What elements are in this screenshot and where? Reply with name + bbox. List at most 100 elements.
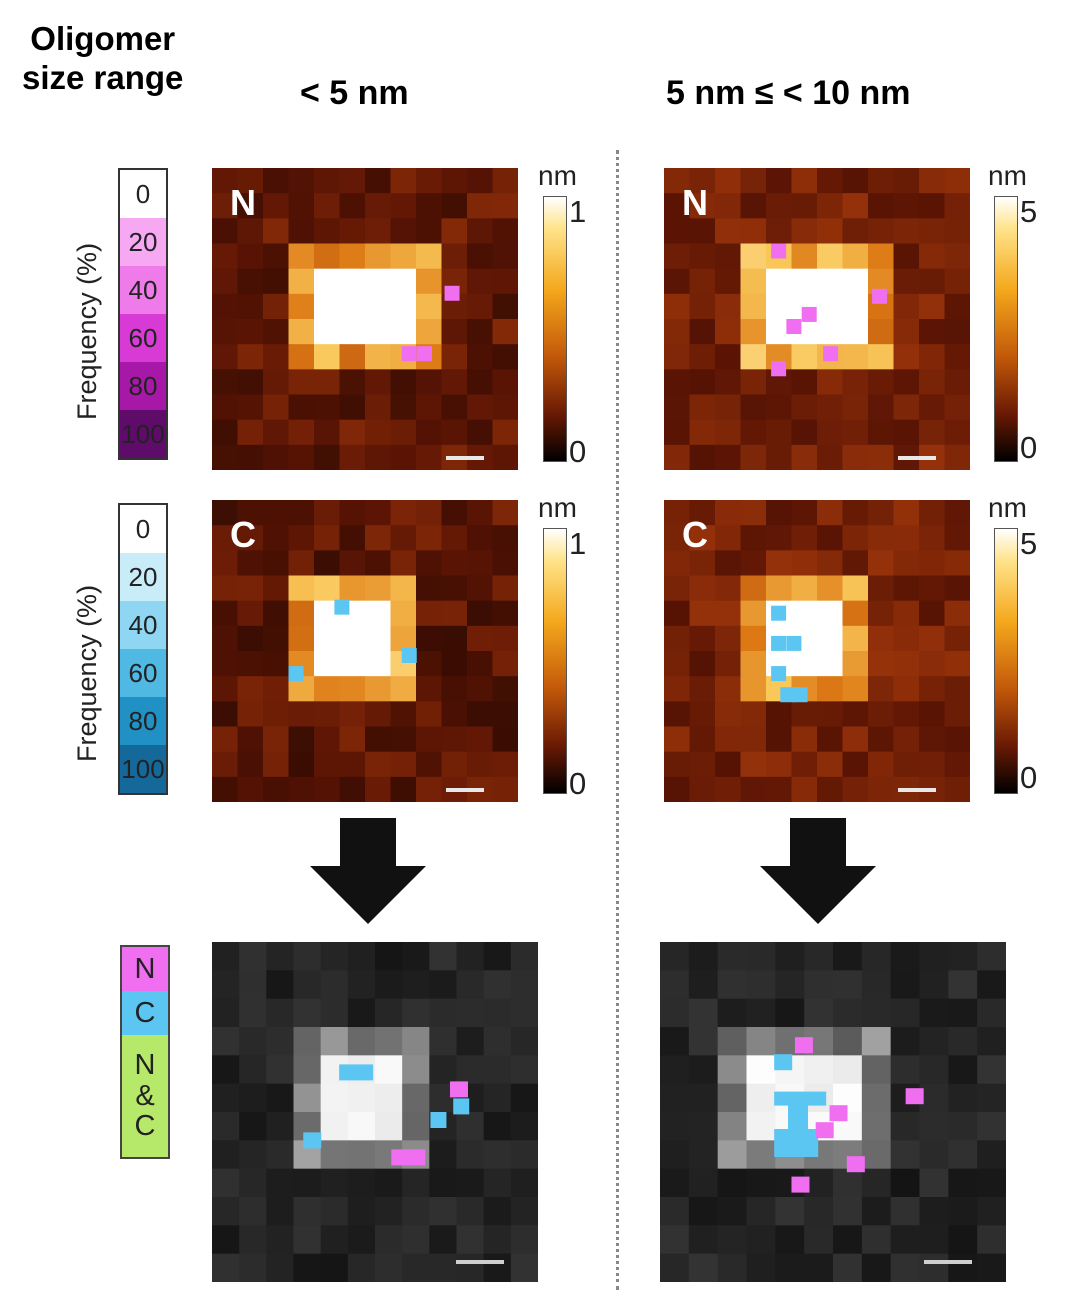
overlay-pixel [320, 942, 349, 971]
heatmap-pixel [263, 268, 289, 295]
heatmap-pixel [467, 243, 493, 270]
heatmap-pixel [919, 268, 945, 295]
heatmap-pixel [740, 625, 767, 652]
overlay-pixel [948, 1225, 978, 1255]
heatmap-pixel [365, 726, 391, 753]
heatmap-pixel [842, 726, 869, 753]
heatmap-pixel [390, 625, 417, 652]
heatmap-pixel [314, 676, 340, 702]
heatmap-pixel [263, 369, 289, 395]
heatmap-pixel [715, 600, 741, 627]
heatmap-pixel [237, 776, 264, 802]
heatmap-pixel [365, 776, 391, 802]
heatmap-pixel [664, 168, 690, 194]
heatmap-pixel [441, 701, 468, 727]
heatmap-pixel [492, 575, 518, 602]
heatmap-pixel [817, 600, 843, 627]
overlay-pixel [293, 1055, 322, 1085]
overlay-pixel [429, 1253, 457, 1282]
heatmap-pixel [689, 218, 716, 244]
overlay-pixel [266, 1055, 294, 1085]
heatmap-pixel [740, 651, 767, 677]
heatmap-pixel [893, 751, 920, 778]
heatmap-pixel [944, 193, 970, 219]
overlay-pixel [402, 942, 430, 971]
heatmap-pixel [715, 776, 741, 802]
colorbar-min-n-small: 0 [569, 434, 587, 469]
heatmap-pixel [919, 168, 945, 194]
heatmap-pixel [288, 525, 315, 551]
heatmap-pixel [263, 168, 289, 194]
position-marker [444, 285, 460, 301]
heatmap-pixel [390, 525, 417, 551]
heatmap-pixel [263, 701, 289, 727]
overlay-pixel [660, 1140, 690, 1170]
overlay-pixel [347, 1253, 376, 1282]
heatmap-pixel [339, 168, 366, 194]
heatmap-pixel [766, 444, 792, 470]
heatmap-pixel [715, 525, 741, 551]
heatmap-pixel [390, 550, 417, 576]
heatmap-pixel [339, 293, 366, 320]
overlay-pixel [483, 998, 512, 1028]
heatmap-pixel [365, 500, 391, 526]
heatmap-pixel [689, 600, 716, 627]
heatmap-pixel [689, 193, 716, 219]
overlay-pixel [717, 1168, 747, 1198]
heatmap-pixel [689, 550, 716, 576]
heatmap-pixel [365, 369, 391, 395]
overlay-pixel [293, 1197, 322, 1226]
heatmap-pixel [492, 243, 518, 270]
heatmap-pixel [416, 500, 442, 526]
heatmap-pixel [263, 394, 289, 421]
overlay-map-small [212, 942, 538, 1282]
heatmap-pixel [288, 369, 315, 395]
heatmap-pixel [441, 193, 468, 219]
heatmap-pixel [237, 525, 264, 551]
overlay-pixel [861, 1253, 892, 1282]
heatmap-pixel [212, 218, 238, 244]
overlay-pixel [266, 1140, 294, 1170]
heatmap-pixel [492, 525, 518, 551]
heatmap-pixel [492, 676, 518, 702]
heatmap-pixel [766, 500, 792, 526]
overlay-pixel [746, 1055, 776, 1085]
heatmap-pixel [944, 218, 970, 244]
heatmap-pixel [868, 600, 894, 627]
overlay-pixel [660, 1168, 690, 1198]
heatmap-pixel [893, 369, 920, 395]
heatmap-pixel [288, 776, 315, 802]
heatmap-pixel [467, 575, 493, 602]
heatmap-pixel [766, 751, 792, 778]
heatmap-pixel [339, 268, 366, 295]
overlay-pixel [746, 1112, 776, 1141]
overlay-pixel [212, 1253, 240, 1282]
heatmap-pixel [467, 525, 493, 551]
overlay-pixel [804, 1055, 834, 1085]
heatmap-pixel [314, 550, 340, 576]
heatmap-pixel [212, 701, 238, 727]
heatmap-pixel [919, 500, 945, 526]
heatmap-pixel [689, 369, 716, 395]
heatmap-pixel [715, 369, 741, 395]
heatmap-pixel [314, 193, 340, 219]
heatmap-pixel [288, 726, 315, 753]
heatmap-pixel [893, 550, 920, 576]
heatmap-pixel [944, 344, 970, 370]
heatmap-pixel [314, 168, 340, 194]
heatmap-pixel [212, 243, 238, 270]
overlay-pixel [483, 1168, 512, 1198]
overlay-pixel [833, 1055, 863, 1085]
column-header-small: < 5 nm [300, 74, 409, 112]
heatmap-pixel [664, 676, 690, 702]
heatmap-pixel [740, 243, 767, 270]
heatmap-pixel [416, 193, 442, 219]
heatmap-pixel [664, 344, 690, 370]
heatmap-pixel [893, 651, 920, 677]
overlay-pixel [402, 1225, 430, 1255]
overlay-pixel [717, 942, 747, 971]
overlay-pixel [375, 1083, 403, 1113]
heatmap-pixel [842, 243, 869, 270]
heatmap-pixel [416, 676, 442, 702]
position-marker [401, 346, 417, 362]
